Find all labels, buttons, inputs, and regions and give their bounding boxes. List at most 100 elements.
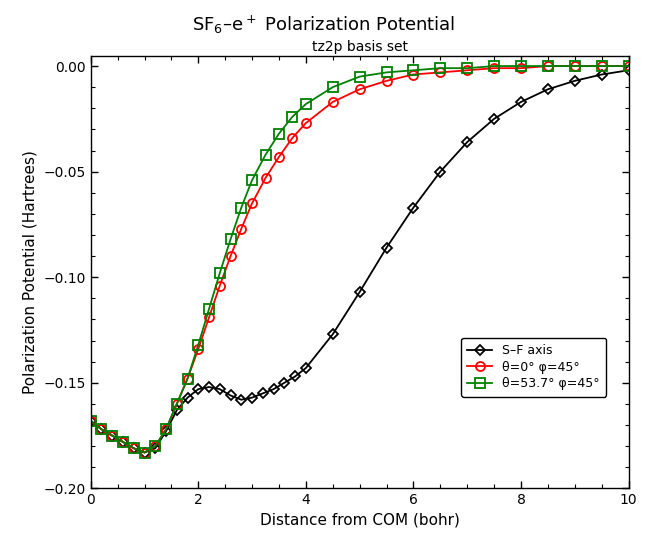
θ=0° φ=45°: [436, 69, 444, 75]
θ=0° φ=45°: [216, 282, 224, 289]
θ=53.7° φ=45°: [183, 375, 191, 382]
θ=53.7° φ=45°: [108, 432, 116, 439]
θ=53.7° φ=45°: [625, 63, 632, 69]
θ=0° φ=45°: [517, 65, 525, 72]
θ=0° φ=45°: [194, 346, 202, 352]
S–F axis: [141, 449, 148, 456]
θ=53.7° φ=45°: [436, 65, 444, 72]
S–F axis: [302, 365, 310, 371]
θ=53.7° φ=45°: [98, 426, 106, 432]
S–F axis: [216, 386, 224, 392]
S–F axis: [259, 390, 267, 397]
S–F axis: [382, 244, 390, 251]
θ=53.7° φ=45°: [194, 341, 202, 348]
θ=0° φ=45°: [571, 63, 579, 69]
θ=53.7° φ=45°: [205, 306, 213, 312]
θ=53.7° φ=45°: [329, 84, 337, 90]
θ=53.7° φ=45°: [597, 63, 605, 69]
θ=0° φ=45°: [87, 417, 95, 424]
Y-axis label: Polarization Potential (Hartrees): Polarization Potential (Hartrees): [23, 150, 38, 394]
S–F axis: [205, 384, 213, 390]
θ=0° φ=45°: [227, 253, 235, 259]
θ=0° φ=45°: [410, 71, 417, 78]
S–F axis: [625, 67, 632, 74]
S–F axis: [597, 71, 605, 78]
θ=53.7° φ=45°: [152, 443, 159, 450]
S–F axis: [108, 432, 116, 439]
θ=53.7° φ=45°: [410, 67, 417, 74]
θ=0° φ=45°: [183, 375, 191, 382]
θ=53.7° φ=45°: [571, 63, 579, 69]
θ=0° φ=45°: [162, 426, 170, 432]
θ=53.7° φ=45°: [517, 63, 525, 69]
S–F axis: [544, 86, 551, 93]
S–F axis: [98, 426, 106, 432]
θ=0° φ=45°: [108, 432, 116, 439]
Line: θ=53.7° φ=45°: θ=53.7° φ=45°: [86, 62, 633, 457]
θ=53.7° φ=45°: [356, 73, 364, 80]
S–F axis: [356, 289, 364, 295]
θ=53.7° φ=45°: [302, 101, 310, 108]
θ=0° φ=45°: [382, 78, 390, 84]
θ=0° φ=45°: [490, 65, 498, 72]
Title: tz2p basis set: tz2p basis set: [312, 41, 408, 54]
θ=53.7° φ=45°: [87, 417, 95, 424]
θ=53.7° φ=45°: [227, 236, 235, 243]
θ=53.7° φ=45°: [463, 65, 471, 72]
θ=53.7° φ=45°: [141, 449, 148, 456]
θ=53.7° φ=45°: [262, 152, 270, 158]
θ=53.7° φ=45°: [382, 69, 390, 75]
θ=0° φ=45°: [356, 86, 364, 93]
θ=53.7° φ=45°: [130, 445, 137, 452]
θ=53.7° φ=45°: [119, 438, 127, 445]
θ=0° φ=45°: [119, 438, 127, 445]
S–F axis: [130, 445, 137, 452]
Text: SF$_6$–e$^+$ Polarization Potential: SF$_6$–e$^+$ Polarization Potential: [192, 14, 456, 36]
S–F axis: [227, 392, 235, 399]
S–F axis: [194, 386, 202, 392]
θ=0° φ=45°: [625, 63, 632, 69]
θ=53.7° φ=45°: [237, 204, 245, 211]
θ=53.7° φ=45°: [544, 63, 551, 69]
S–F axis: [237, 396, 245, 403]
S–F axis: [152, 445, 159, 452]
θ=53.7° φ=45°: [173, 401, 181, 407]
S–F axis: [270, 386, 277, 392]
S–F axis: [571, 78, 579, 84]
θ=0° φ=45°: [98, 426, 106, 432]
S–F axis: [281, 380, 288, 386]
S–F axis: [490, 115, 498, 122]
θ=0° φ=45°: [329, 99, 337, 105]
θ=0° φ=45°: [597, 63, 605, 69]
S–F axis: [291, 373, 299, 380]
X-axis label: Distance from COM (bohr): Distance from COM (bohr): [260, 513, 459, 528]
S–F axis: [329, 331, 337, 337]
S–F axis: [173, 407, 181, 413]
Line: θ=0° φ=45°: θ=0° φ=45°: [86, 62, 633, 457]
θ=53.7° φ=45°: [162, 426, 170, 432]
S–F axis: [248, 394, 256, 401]
θ=0° φ=45°: [130, 445, 137, 452]
S–F axis: [410, 204, 417, 211]
θ=0° φ=45°: [288, 134, 296, 141]
θ=0° φ=45°: [205, 314, 213, 321]
θ=53.7° φ=45°: [288, 113, 296, 120]
S–F axis: [119, 438, 127, 445]
θ=53.7° φ=45°: [216, 270, 224, 276]
θ=0° φ=45°: [152, 443, 159, 450]
θ=53.7° φ=45°: [275, 130, 283, 137]
θ=0° φ=45°: [544, 63, 551, 69]
S–F axis: [517, 99, 525, 105]
θ=0° φ=45°: [262, 175, 270, 181]
θ=0° φ=45°: [275, 154, 283, 160]
Legend: S–F axis, θ=0° φ=45°, θ=53.7° φ=45°: S–F axis, θ=0° φ=45°, θ=53.7° φ=45°: [461, 337, 606, 397]
θ=53.7° φ=45°: [490, 63, 498, 69]
Line: S–F axis: S–F axis: [87, 67, 632, 456]
θ=0° φ=45°: [237, 225, 245, 232]
θ=0° φ=45°: [141, 449, 148, 456]
S–F axis: [436, 168, 444, 175]
θ=0° φ=45°: [173, 401, 181, 407]
S–F axis: [87, 417, 95, 424]
S–F axis: [183, 394, 191, 401]
θ=0° φ=45°: [302, 120, 310, 127]
